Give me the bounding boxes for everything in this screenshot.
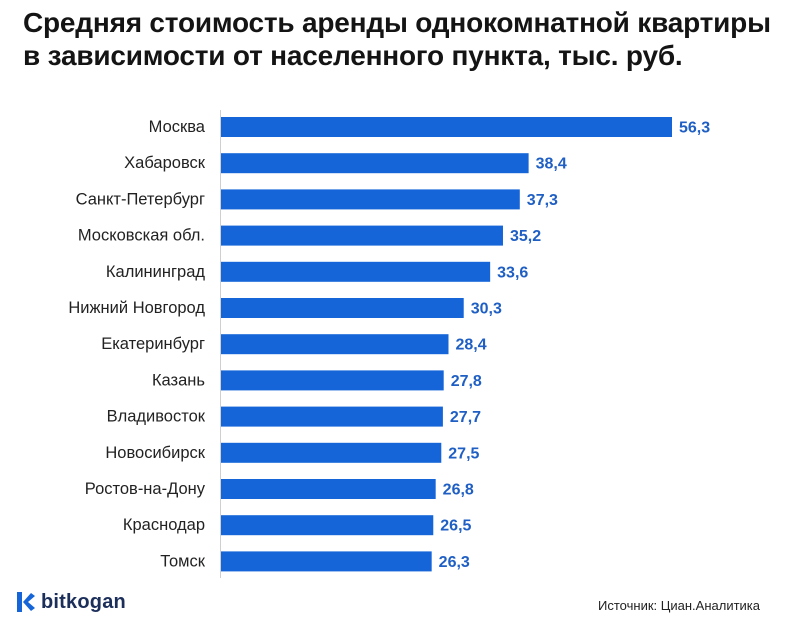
bar — [221, 406, 443, 427]
chart-title: Средняя стоимость аренды однокомнатной к… — [23, 7, 771, 71]
value-label: 26,8 — [443, 482, 474, 499]
category-label: Томск — [160, 552, 206, 570]
category-label: Московская обл. — [78, 227, 205, 245]
category-label: Ростов-на-Дону — [85, 480, 206, 498]
logo-text: bitkogan — [41, 590, 126, 613]
category-label: Екатеринбург — [101, 335, 205, 353]
category-label: Краснодар — [123, 516, 205, 534]
bars-group — [221, 117, 672, 572]
value-label: 38,4 — [536, 156, 567, 173]
category-label: Санкт-Петербург — [76, 190, 205, 208]
bar — [221, 189, 520, 210]
bar — [221, 117, 672, 137]
category-label: Калининград — [106, 263, 205, 281]
bar — [221, 298, 464, 318]
value-label: 27,7 — [450, 409, 481, 426]
bar — [221, 225, 503, 246]
source-note: Источник: Циан.Аналитика — [598, 598, 760, 613]
value-label: 26,5 — [440, 518, 471, 535]
value-label: 26,3 — [439, 554, 470, 571]
value-label: 28,4 — [456, 337, 487, 354]
category-label: Москва — [149, 118, 206, 136]
category-label: Нижний Новгород — [68, 299, 205, 317]
value-labels-group: 56,3 38,4 37,3 35,2 33,6 30,3 28,4 27,8 27,7 27,5… — [439, 120, 711, 571]
value-label: 56,3 — [679, 120, 710, 137]
category-label: Владивосток — [107, 408, 206, 426]
value-label: 37,3 — [527, 192, 558, 209]
bar — [221, 153, 529, 174]
bar — [221, 442, 442, 463]
bar — [221, 261, 491, 282]
bitkogan-logo-icon — [17, 592, 35, 612]
category-label: Хабаровск — [124, 154, 206, 172]
value-label: 27,8 — [451, 373, 482, 390]
bar — [221, 551, 432, 572]
value-label: 30,3 — [471, 301, 502, 318]
brand-logo: bitkogan — [14, 590, 126, 614]
value-label: 27,5 — [448, 445, 479, 462]
value-label: 33,6 — [497, 264, 528, 281]
category-label: Новосибирск — [105, 444, 205, 462]
bar — [221, 334, 449, 355]
bar — [221, 479, 436, 499]
bar — [221, 370, 444, 391]
bar — [221, 515, 434, 536]
category-labels-group: Москва Хабаровск Санкт-Петербург Московская… — [68, 118, 205, 570]
category-label: Казань — [152, 371, 205, 389]
value-label: 35,2 — [510, 228, 541, 245]
